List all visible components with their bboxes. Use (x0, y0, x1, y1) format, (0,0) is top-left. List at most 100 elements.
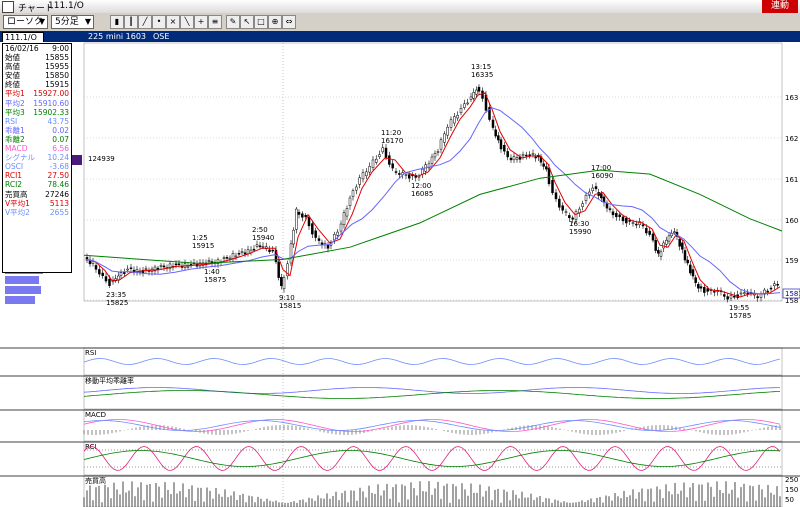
candle-icon[interactable]: ▮ (110, 15, 124, 29)
info-value: 15955 (45, 62, 69, 72)
volume-profile-value: 124939 (88, 155, 115, 163)
candle-body (439, 139, 443, 150)
candle-body (289, 243, 293, 264)
zoom-icon[interactable]: ⊕ (268, 15, 282, 29)
candle-body (398, 173, 401, 175)
candle-body (252, 248, 256, 251)
annotation-price: 15990 (569, 228, 591, 236)
candle-body (317, 238, 321, 241)
info-value: 15915 (45, 80, 69, 90)
info-row: 終値 15915 (3, 80, 71, 89)
sub-panel-frame (83, 347, 783, 376)
candle-body (551, 180, 554, 194)
candle-body (237, 253, 241, 255)
info-label: 始値 (5, 53, 20, 63)
candle-body (631, 222, 635, 224)
candle-body (168, 263, 172, 269)
annotation-price: 16085 (411, 190, 433, 198)
chart-type-dropdown[interactable]: ローソク ▼ (3, 15, 48, 29)
candle-body (531, 153, 535, 155)
y-tick-label: 162 (785, 135, 798, 143)
candle-body (394, 171, 398, 173)
candle-body (94, 265, 98, 270)
rci1-line (83, 446, 781, 471)
candle-body (681, 242, 684, 250)
y-tick-label: 159 (785, 257, 798, 265)
annotation-time: 17:00 (591, 164, 611, 172)
candle-body (430, 156, 434, 164)
annotation-price: 15915 (192, 242, 214, 250)
annotation-price: 15785 (729, 312, 751, 320)
info-row: RCI1 27.50 (3, 171, 71, 180)
info-row: 平均1 15927.00 (3, 89, 71, 98)
candle-body (368, 166, 371, 173)
line-icon[interactable]: ╱ (138, 15, 152, 29)
link-badge[interactable]: 連動 (762, 0, 798, 13)
pointer-icon[interactable]: ↖ (240, 15, 254, 29)
bar-icon[interactable]: ┃ (124, 15, 138, 29)
info-value: 15927.00 (33, 89, 69, 99)
info-row: シグナル 10.24 (3, 153, 71, 162)
candle-body (756, 296, 759, 299)
info-label: 平均1 (5, 89, 25, 99)
candle-body (746, 292, 749, 295)
candle-body (641, 224, 645, 227)
candle-body (726, 296, 729, 300)
annotation-time: 2:50 (252, 226, 268, 234)
window-title: チャート (18, 4, 54, 14)
pnf-icon[interactable]: × (166, 15, 180, 29)
candle-body (421, 168, 424, 175)
info-value: 0.02 (52, 125, 69, 135)
candle-body (733, 295, 736, 298)
info-value: 15855 (45, 53, 69, 63)
point-icon[interactable]: • (152, 15, 166, 29)
candle-body (365, 171, 368, 177)
info-value: 15910.60 (33, 98, 69, 108)
window-titlebar: チャート 111.1/O 連動 (0, 0, 800, 14)
cross-icon[interactable]: + (194, 15, 208, 29)
candle-body (528, 154, 531, 156)
pen-icon[interactable]: ✎ (226, 15, 240, 29)
candle-body (222, 257, 226, 259)
trend-icon[interactable]: ╲ (180, 15, 194, 29)
candle-body (581, 203, 584, 207)
rect-icon[interactable]: □ (254, 15, 268, 29)
candle-body (564, 211, 568, 213)
candle-body (608, 208, 612, 210)
candle-body (678, 238, 681, 247)
candle-body (449, 119, 453, 128)
annotation-time: 11:20 (381, 129, 401, 137)
candle-body (706, 288, 709, 292)
volume-profile-bar (5, 276, 39, 284)
candle-body (699, 286, 703, 289)
candle-body (611, 211, 615, 216)
info-value: 27.50 (47, 171, 69, 181)
info-label: RSI (5, 116, 18, 126)
annotation-time: 9:10 (279, 294, 295, 302)
candle-body (475, 89, 478, 95)
info-label: 安値 (5, 71, 20, 81)
annotation-time: 12:00 (411, 182, 431, 190)
candle-body (545, 166, 548, 170)
annotation-time: 19:55 (729, 304, 749, 312)
candle-body (683, 250, 687, 261)
candle-body (481, 90, 484, 99)
chevron-down-icon: ▼ (38, 17, 45, 26)
candle-body (600, 193, 603, 199)
candle-body (703, 286, 706, 293)
candle-body (469, 96, 473, 100)
info-label: 16/02/16 (5, 44, 39, 53)
y-tick-label: 158 (785, 297, 798, 305)
info-label: RCI1 (5, 171, 23, 181)
candle-body (453, 116, 456, 124)
info-value: 6.56 (52, 144, 69, 154)
info-label: V平均1 (5, 198, 30, 208)
fib-icon[interactable]: ≡ (208, 15, 222, 29)
fit-icon[interactable]: ⇔ (282, 15, 296, 29)
candle-body (621, 216, 625, 222)
candle-body (499, 139, 503, 150)
interval-dropdown[interactable]: 5分足 ▼ (51, 15, 94, 29)
info-label: MACD (5, 144, 28, 154)
